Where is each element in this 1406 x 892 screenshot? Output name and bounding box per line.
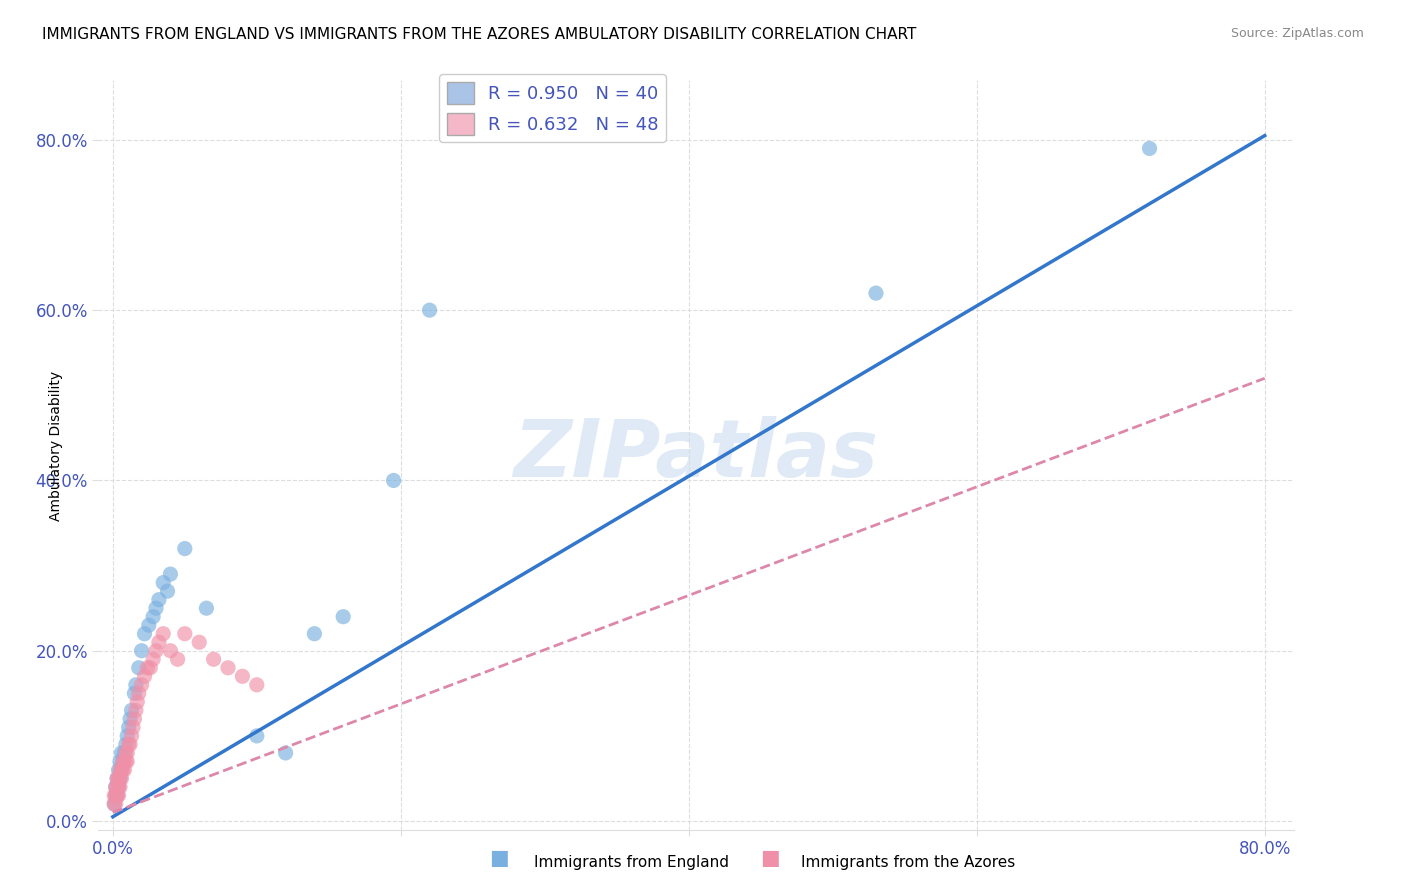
Point bbox=[103, 797, 125, 811]
Point bbox=[152, 626, 174, 640]
Point bbox=[115, 755, 138, 769]
Point bbox=[107, 772, 129, 786]
Text: Ambulatory Disability: Ambulatory Disability bbox=[49, 371, 63, 521]
Point bbox=[105, 772, 128, 786]
Point bbox=[112, 746, 135, 760]
Point bbox=[138, 618, 160, 632]
Legend: R = 0.950   N = 40, R = 0.632   N = 48: R = 0.950 N = 40, R = 0.632 N = 48 bbox=[439, 74, 666, 142]
Point bbox=[103, 789, 125, 803]
Text: Source: ZipAtlas.com: Source: ZipAtlas.com bbox=[1230, 27, 1364, 40]
Point bbox=[122, 720, 145, 734]
Point bbox=[124, 712, 146, 726]
Point bbox=[134, 626, 156, 640]
Point bbox=[105, 789, 128, 803]
Point bbox=[125, 703, 148, 717]
Point bbox=[128, 661, 150, 675]
Point bbox=[159, 644, 181, 658]
Point bbox=[124, 686, 146, 700]
Point bbox=[108, 763, 131, 777]
Text: ■: ■ bbox=[761, 848, 780, 868]
Point bbox=[202, 652, 225, 666]
Text: ZIPatlas: ZIPatlas bbox=[513, 416, 879, 494]
Point bbox=[148, 635, 170, 649]
Point bbox=[148, 592, 170, 607]
Point bbox=[105, 772, 128, 786]
Point bbox=[152, 575, 174, 590]
Point bbox=[304, 626, 326, 640]
Point bbox=[114, 746, 136, 760]
Point bbox=[246, 729, 269, 743]
Point bbox=[120, 712, 142, 726]
Point bbox=[104, 789, 127, 803]
Point bbox=[173, 626, 195, 640]
Point bbox=[115, 746, 138, 760]
Point bbox=[118, 738, 141, 752]
Point bbox=[1139, 141, 1161, 155]
Point bbox=[108, 780, 131, 794]
Point bbox=[111, 755, 134, 769]
Point bbox=[104, 797, 127, 811]
Point bbox=[105, 789, 128, 803]
Text: Immigrants from the Azores: Immigrants from the Azores bbox=[801, 855, 1015, 870]
Point bbox=[274, 746, 297, 760]
Point bbox=[419, 303, 441, 318]
Point bbox=[105, 780, 128, 794]
Point bbox=[118, 720, 141, 734]
Point bbox=[166, 652, 188, 666]
Text: Immigrants from England: Immigrants from England bbox=[534, 855, 730, 870]
Point bbox=[145, 601, 167, 615]
Point bbox=[115, 729, 138, 743]
Point bbox=[865, 286, 887, 301]
Point bbox=[114, 755, 136, 769]
Point bbox=[142, 609, 165, 624]
Point bbox=[217, 661, 239, 675]
Point bbox=[104, 780, 127, 794]
Point bbox=[107, 780, 129, 794]
Point bbox=[110, 763, 132, 777]
Point bbox=[134, 669, 156, 683]
Point bbox=[104, 780, 127, 794]
Point bbox=[112, 755, 135, 769]
Point bbox=[112, 763, 135, 777]
Point bbox=[110, 763, 132, 777]
Point bbox=[231, 669, 253, 683]
Text: IMMIGRANTS FROM ENGLAND VS IMMIGRANTS FROM THE AZORES AMBULATORY DISABILITY CORR: IMMIGRANTS FROM ENGLAND VS IMMIGRANTS FR… bbox=[42, 27, 917, 42]
Point bbox=[332, 609, 354, 624]
Point bbox=[159, 567, 181, 582]
Point bbox=[128, 686, 150, 700]
Point bbox=[125, 678, 148, 692]
Point bbox=[108, 772, 131, 786]
Point bbox=[145, 644, 167, 658]
Point bbox=[156, 584, 179, 599]
Point bbox=[142, 652, 165, 666]
Point bbox=[114, 738, 136, 752]
Text: ■: ■ bbox=[489, 848, 509, 868]
Point bbox=[195, 601, 218, 615]
Point bbox=[131, 678, 153, 692]
Point bbox=[382, 474, 405, 488]
Point bbox=[188, 635, 211, 649]
Point bbox=[111, 763, 134, 777]
Point bbox=[103, 797, 125, 811]
Point bbox=[108, 772, 131, 786]
Point bbox=[121, 703, 143, 717]
Point bbox=[111, 755, 134, 769]
Point bbox=[104, 789, 127, 803]
Point bbox=[173, 541, 195, 556]
Point bbox=[131, 644, 153, 658]
Point bbox=[107, 780, 129, 794]
Point bbox=[107, 789, 129, 803]
Point bbox=[107, 763, 129, 777]
Point bbox=[127, 695, 149, 709]
Point bbox=[110, 772, 132, 786]
Point bbox=[246, 678, 269, 692]
Point bbox=[120, 738, 142, 752]
Point bbox=[110, 746, 132, 760]
Point bbox=[139, 661, 162, 675]
Point bbox=[136, 661, 159, 675]
Point bbox=[121, 729, 143, 743]
Point bbox=[108, 755, 131, 769]
